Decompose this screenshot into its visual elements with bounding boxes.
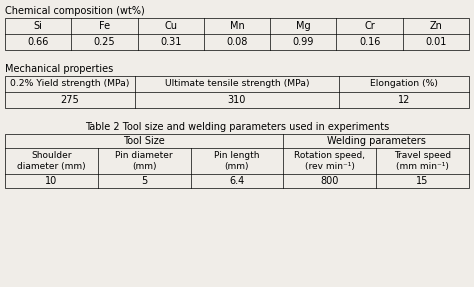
Text: 0.08: 0.08 [226, 37, 248, 47]
Text: 6.4: 6.4 [229, 176, 245, 186]
Text: 0.25: 0.25 [94, 37, 115, 47]
Text: Cu: Cu [164, 21, 177, 31]
Bar [5, 134, 469, 188]
Text: Si: Si [34, 21, 43, 31]
Text: 275: 275 [61, 95, 79, 105]
Text: Mg: Mg [296, 21, 310, 31]
Text: Tool Size: Tool Size [123, 136, 165, 146]
Text: Table 2 Tool size and welding parameters used in experiments: Table 2 Tool size and welding parameters… [85, 122, 389, 132]
Text: 800: 800 [320, 176, 339, 186]
Text: Welding parameters: Welding parameters [327, 136, 426, 146]
Text: Rotation speed,
(rev min⁻¹): Rotation speed, (rev min⁻¹) [294, 152, 365, 170]
Text: Fe: Fe [99, 21, 110, 31]
Text: Zn: Zn [429, 21, 442, 31]
Text: Travel speed
(mm min⁻¹): Travel speed (mm min⁻¹) [394, 152, 451, 170]
Text: 0.99: 0.99 [292, 37, 314, 47]
Text: 310: 310 [228, 95, 246, 105]
Text: 15: 15 [417, 176, 429, 186]
Text: Elongation (%): Elongation (%) [370, 79, 438, 88]
Text: 0.31: 0.31 [160, 37, 182, 47]
Bar [5, 18, 469, 50]
Text: 5: 5 [141, 176, 147, 186]
Text: Cr: Cr [364, 21, 375, 31]
Text: 12: 12 [398, 95, 410, 105]
Text: Mn: Mn [229, 21, 245, 31]
Text: Ultimate tensile strength (MPa): Ultimate tensile strength (MPa) [165, 79, 309, 88]
Text: 0.01: 0.01 [425, 37, 447, 47]
Bar [5, 76, 469, 108]
Text: Chemical composition (wt%): Chemical composition (wt%) [5, 6, 145, 16]
Text: 0.16: 0.16 [359, 37, 380, 47]
Text: Mechanical properties: Mechanical properties [5, 64, 113, 74]
Text: Pin length
(mm): Pin length (mm) [214, 152, 260, 170]
Text: 0.2% Yield strength (MPa): 0.2% Yield strength (MPa) [10, 79, 130, 88]
Text: 0.66: 0.66 [27, 37, 49, 47]
Text: Shoulder
diameter (mm): Shoulder diameter (mm) [17, 152, 86, 170]
Text: Pin diameter
(mm): Pin diameter (mm) [115, 152, 173, 170]
Text: 10: 10 [46, 176, 57, 186]
